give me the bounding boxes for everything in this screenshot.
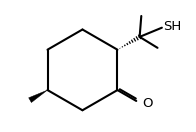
- Polygon shape: [29, 90, 47, 103]
- Text: SH: SH: [163, 20, 181, 33]
- Text: O: O: [142, 97, 152, 110]
